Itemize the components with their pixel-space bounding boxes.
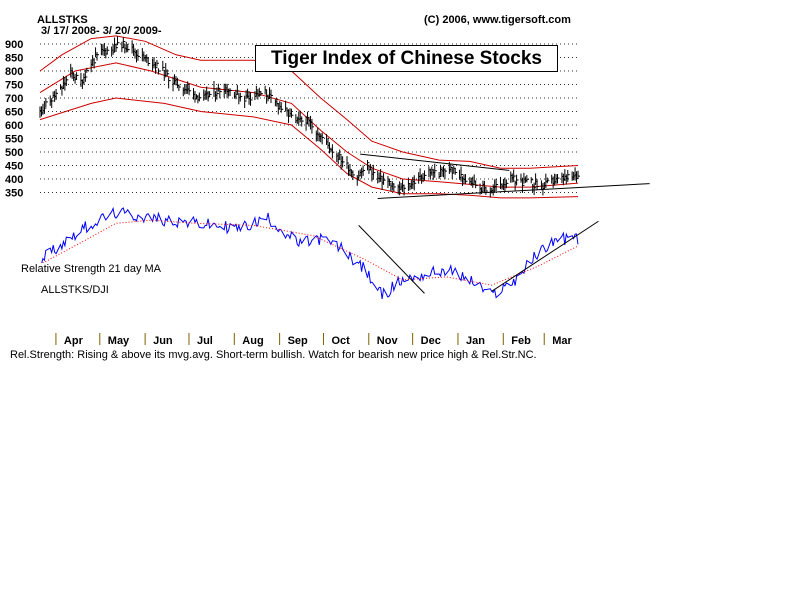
rs-trendline-1 — [358, 225, 425, 294]
x-tick-label-apr: Apr — [64, 335, 84, 347]
x-tick-label-jun: Jun — [153, 335, 173, 347]
footer-commentary: Rel.Strength: Rising & above its mvg.avg… — [10, 349, 537, 361]
y-tick-label-800: 800 — [5, 66, 23, 78]
y-tick-label-600: 600 — [5, 120, 23, 132]
y-tick-label-650: 650 — [5, 107, 23, 119]
price-trendline-2 — [377, 183, 650, 199]
ticker-label: ALLSTKS — [37, 14, 88, 26]
price-bands — [39, 35, 579, 199]
y-tick-label-900: 900 — [5, 39, 23, 51]
rs-ma-label: Relative Strength 21 day MA — [21, 263, 162, 275]
y-tick-label-750: 750 — [5, 80, 23, 92]
upper-band — [39, 35, 579, 169]
x-tick-label-mar: Mar — [552, 335, 572, 347]
x-tick-label-nov: Nov — [377, 335, 399, 347]
price-trendline-1 — [360, 153, 510, 171]
y-tick-label-850: 850 — [5, 53, 23, 65]
x-tick-label-jul: Jul — [197, 335, 213, 347]
rs-ratio-label: ALLSTKS/DJI — [41, 284, 109, 296]
copyright-label: (C) 2006, www.tigersoft.com — [424, 14, 571, 26]
x-tick-label-feb: Feb — [511, 335, 531, 347]
y-tick-label-450: 450 — [5, 161, 23, 173]
x-tick-label-jan: Jan — [466, 335, 485, 347]
y-tick-label-500: 500 — [5, 147, 23, 159]
y-tick-label-350: 350 — [5, 188, 23, 200]
y-tick-label-700: 700 — [5, 93, 23, 105]
y-tick-label-400: 400 — [5, 174, 23, 186]
date-range-label: 3/ 17/ 2008- 3/ 20/ 2009- — [41, 25, 162, 37]
rs-trendline-2 — [491, 220, 599, 292]
x-tick-label-sep: Sep — [288, 335, 308, 347]
relative-strength-panel — [39, 206, 599, 299]
lower-band — [39, 97, 579, 199]
rs-moving-average — [39, 219, 579, 286]
x-tick-label-oct: Oct — [331, 335, 350, 347]
x-tick-label-dec: Dec — [421, 335, 441, 347]
chart-title: Tiger Index of Chinese Stocks — [255, 45, 558, 72]
y-tick-label-550: 550 — [5, 134, 23, 146]
month-axis: Apr May Jun Jul Aug Sep Oct Nov Dec Jan Feb Mar — [55, 333, 573, 347]
x-tick-label-aug: Aug — [242, 335, 263, 347]
rs-line — [39, 206, 579, 299]
price-bars — [39, 35, 580, 198]
x-tick-label-may: May — [108, 335, 130, 347]
price-trendlines — [360, 153, 650, 199]
middle-band — [39, 62, 579, 188]
